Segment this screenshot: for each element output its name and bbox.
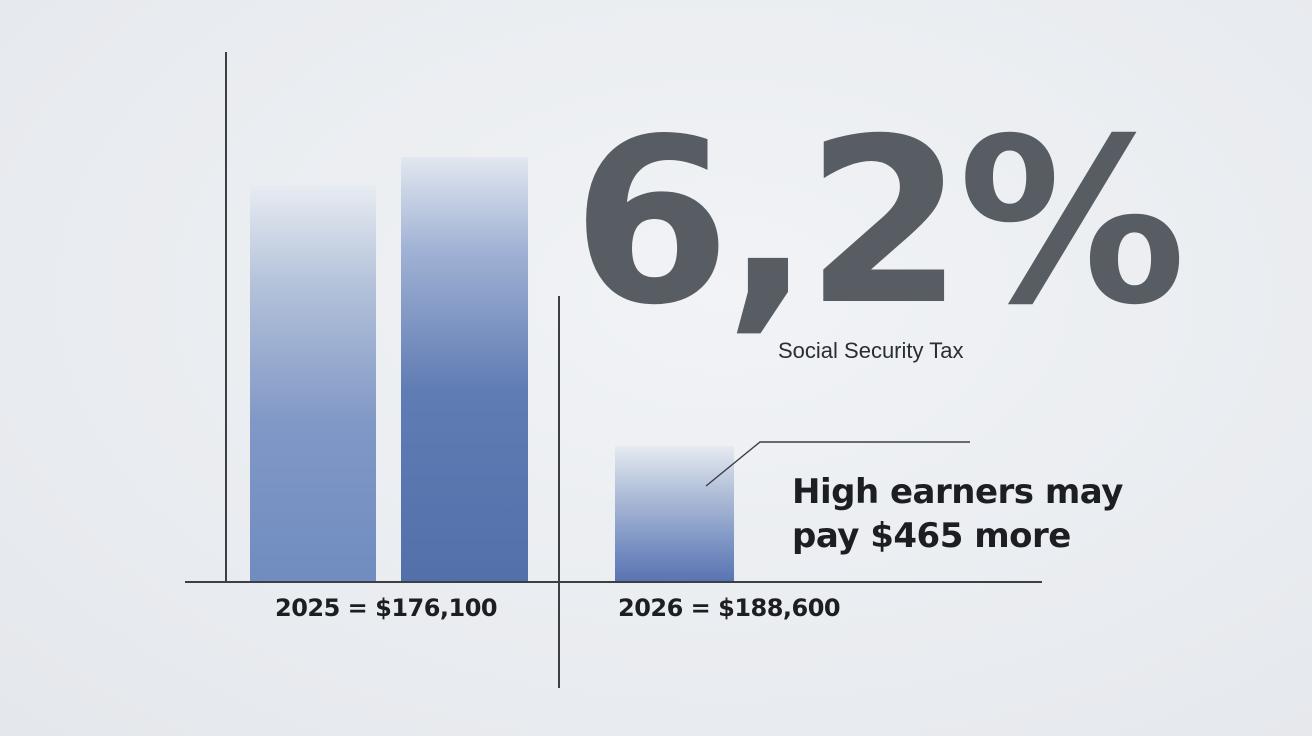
callout-text: High earners may pay $465 more: [792, 470, 1123, 558]
bar-2025: [250, 185, 376, 581]
callout-line-1: High earners may: [792, 472, 1123, 512]
callout-line-2: pay $465 more: [792, 516, 1071, 556]
bar-2026: [401, 157, 528, 581]
headline-percent: 6,2%: [572, 89, 1186, 355]
divider-axis-line: [558, 296, 560, 688]
category-label-2025: 2025 = $176,100: [275, 594, 498, 622]
baseline: [185, 581, 1042, 583]
bar-2026-extra: [615, 446, 734, 581]
headline-subtitle: Social Security Tax: [778, 338, 964, 363]
category-label-2026: 2026 = $188,600: [618, 594, 841, 622]
left-axis-line: [225, 52, 227, 582]
